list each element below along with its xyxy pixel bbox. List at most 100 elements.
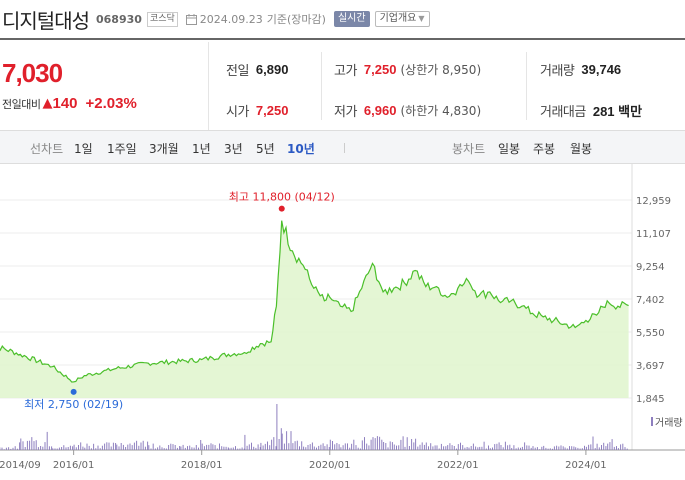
volume-bar — [560, 445, 562, 450]
volume-bar — [73, 444, 75, 450]
volume-bar — [498, 442, 500, 450]
period-3y[interactable]: 3년 — [224, 142, 243, 156]
realtime-button[interactable]: 실시간 — [333, 11, 370, 27]
volume-bar — [129, 443, 131, 450]
y-tick-label: 11,107 — [636, 229, 671, 240]
volume-bar — [566, 448, 568, 450]
volume-bar — [142, 440, 144, 450]
volume-bar — [340, 447, 342, 450]
volume-bar — [189, 445, 191, 450]
company-overview-button[interactable]: 기업개요 ▼ — [374, 11, 430, 27]
volume-bar — [569, 446, 570, 450]
period-10y[interactable]: 10년 — [287, 142, 315, 156]
volume-bar — [479, 446, 481, 450]
candle-weekly[interactable]: 주봉 — [533, 142, 556, 156]
volume-bar — [564, 447, 566, 450]
volume-bar — [466, 447, 468, 450]
volume-bar — [80, 442, 82, 450]
volume-bar — [237, 448, 239, 450]
volume-bar — [584, 445, 585, 450]
volume-bar — [228, 448, 230, 450]
volume-bars — [0, 404, 628, 450]
price-chart[interactable]: 12,959 11,107 9,254 7,402 5,550 3,697 1,845 20… — [0, 164, 685, 480]
volume-bar — [176, 447, 178, 450]
volume-bar — [440, 443, 442, 450]
upper-limit: (상한가 8,950) — [400, 63, 482, 77]
volume-bar — [428, 446, 429, 450]
volume-bar — [172, 444, 174, 450]
period-3m[interactable]: 3개월 — [149, 142, 179, 156]
volume-bar — [349, 447, 351, 450]
candle-daily[interactable]: 일봉 — [498, 142, 521, 156]
volume-bar — [19, 442, 21, 450]
volume-bar — [481, 446, 483, 450]
volume-bar — [370, 439, 372, 450]
volume-bar — [470, 446, 472, 450]
volume-bar — [264, 443, 266, 450]
volume-bar — [198, 447, 199, 450]
change-value: 140 — [52, 95, 78, 112]
volume-bar — [168, 445, 170, 450]
volume-bar — [311, 442, 313, 450]
prev-close-label: 전일 — [226, 64, 249, 79]
volume-bar — [620, 444, 622, 450]
volume-bar — [112, 442, 114, 450]
volume-bar — [290, 431, 292, 450]
open-value: 7,250 — [255, 103, 289, 118]
volume-bar — [502, 447, 504, 450]
volume-bar — [556, 445, 558, 450]
volume-bar — [138, 445, 140, 450]
period-1y[interactable]: 1년 — [192, 142, 211, 156]
volume-bar — [520, 447, 521, 450]
calendar-icon — [185, 13, 197, 25]
volume-bar — [396, 445, 397, 450]
volume-bar — [596, 443, 598, 450]
volume-bar — [44, 442, 46, 450]
volume-bar — [332, 441, 333, 450]
volume-bar — [118, 446, 120, 450]
y-tick-label: 3,697 — [636, 361, 665, 372]
volume-bar — [313, 446, 315, 450]
volume-bar — [562, 446, 564, 450]
volume-bar — [475, 446, 477, 450]
period-1w[interactable]: 1주일 — [107, 142, 137, 156]
volume-bar — [276, 404, 278, 450]
period-1d[interactable]: 1일 — [74, 142, 93, 156]
volume-bar — [101, 445, 103, 450]
volume-bar — [259, 447, 261, 450]
x-tick-label: 2020/01 — [309, 460, 351, 471]
volume-bar — [195, 445, 197, 450]
volume-bar — [457, 444, 459, 450]
volume-bar — [607, 443, 609, 450]
volume-bar — [383, 442, 385, 450]
volume-bar — [275, 446, 277, 450]
chart-toolbar: 선차트 1일 1주일 3개월 1년 3년 5년 10년 봉차트 일봉 주봉 월봉 — [0, 130, 685, 164]
volume-bar — [292, 443, 294, 450]
volume-bar — [257, 444, 259, 450]
volume-bar — [389, 441, 391, 450]
period-5y[interactable]: 5년 — [256, 142, 275, 156]
volume-bar — [37, 447, 39, 450]
volume-bar — [157, 447, 159, 450]
stock-header: 디지털대성 068930 코스닥 2024.09.23 기준(장마감) 실시간 … — [0, 0, 685, 40]
volume-bar — [590, 444, 592, 450]
volume-bar — [299, 446, 300, 450]
volume-bar — [63, 445, 65, 450]
volume-bar — [334, 444, 336, 450]
divider — [526, 52, 527, 120]
volume-bar — [521, 446, 523, 450]
volume-bar — [594, 448, 596, 450]
y-tick-label: 5,550 — [636, 328, 665, 339]
volume-bar — [120, 443, 122, 450]
volume-bar — [26, 440, 28, 450]
x-tick-label: 2018/01 — [181, 460, 223, 471]
volume-bar — [283, 443, 285, 450]
volume-bar — [406, 437, 408, 450]
volume-bar — [526, 445, 528, 450]
volume-bar — [271, 439, 273, 450]
volume-bar — [622, 443, 624, 450]
candle-monthly[interactable]: 월봉 — [570, 142, 593, 156]
volume-bar — [585, 446, 587, 450]
volume-bar — [443, 446, 445, 450]
volume-bar — [212, 444, 214, 450]
